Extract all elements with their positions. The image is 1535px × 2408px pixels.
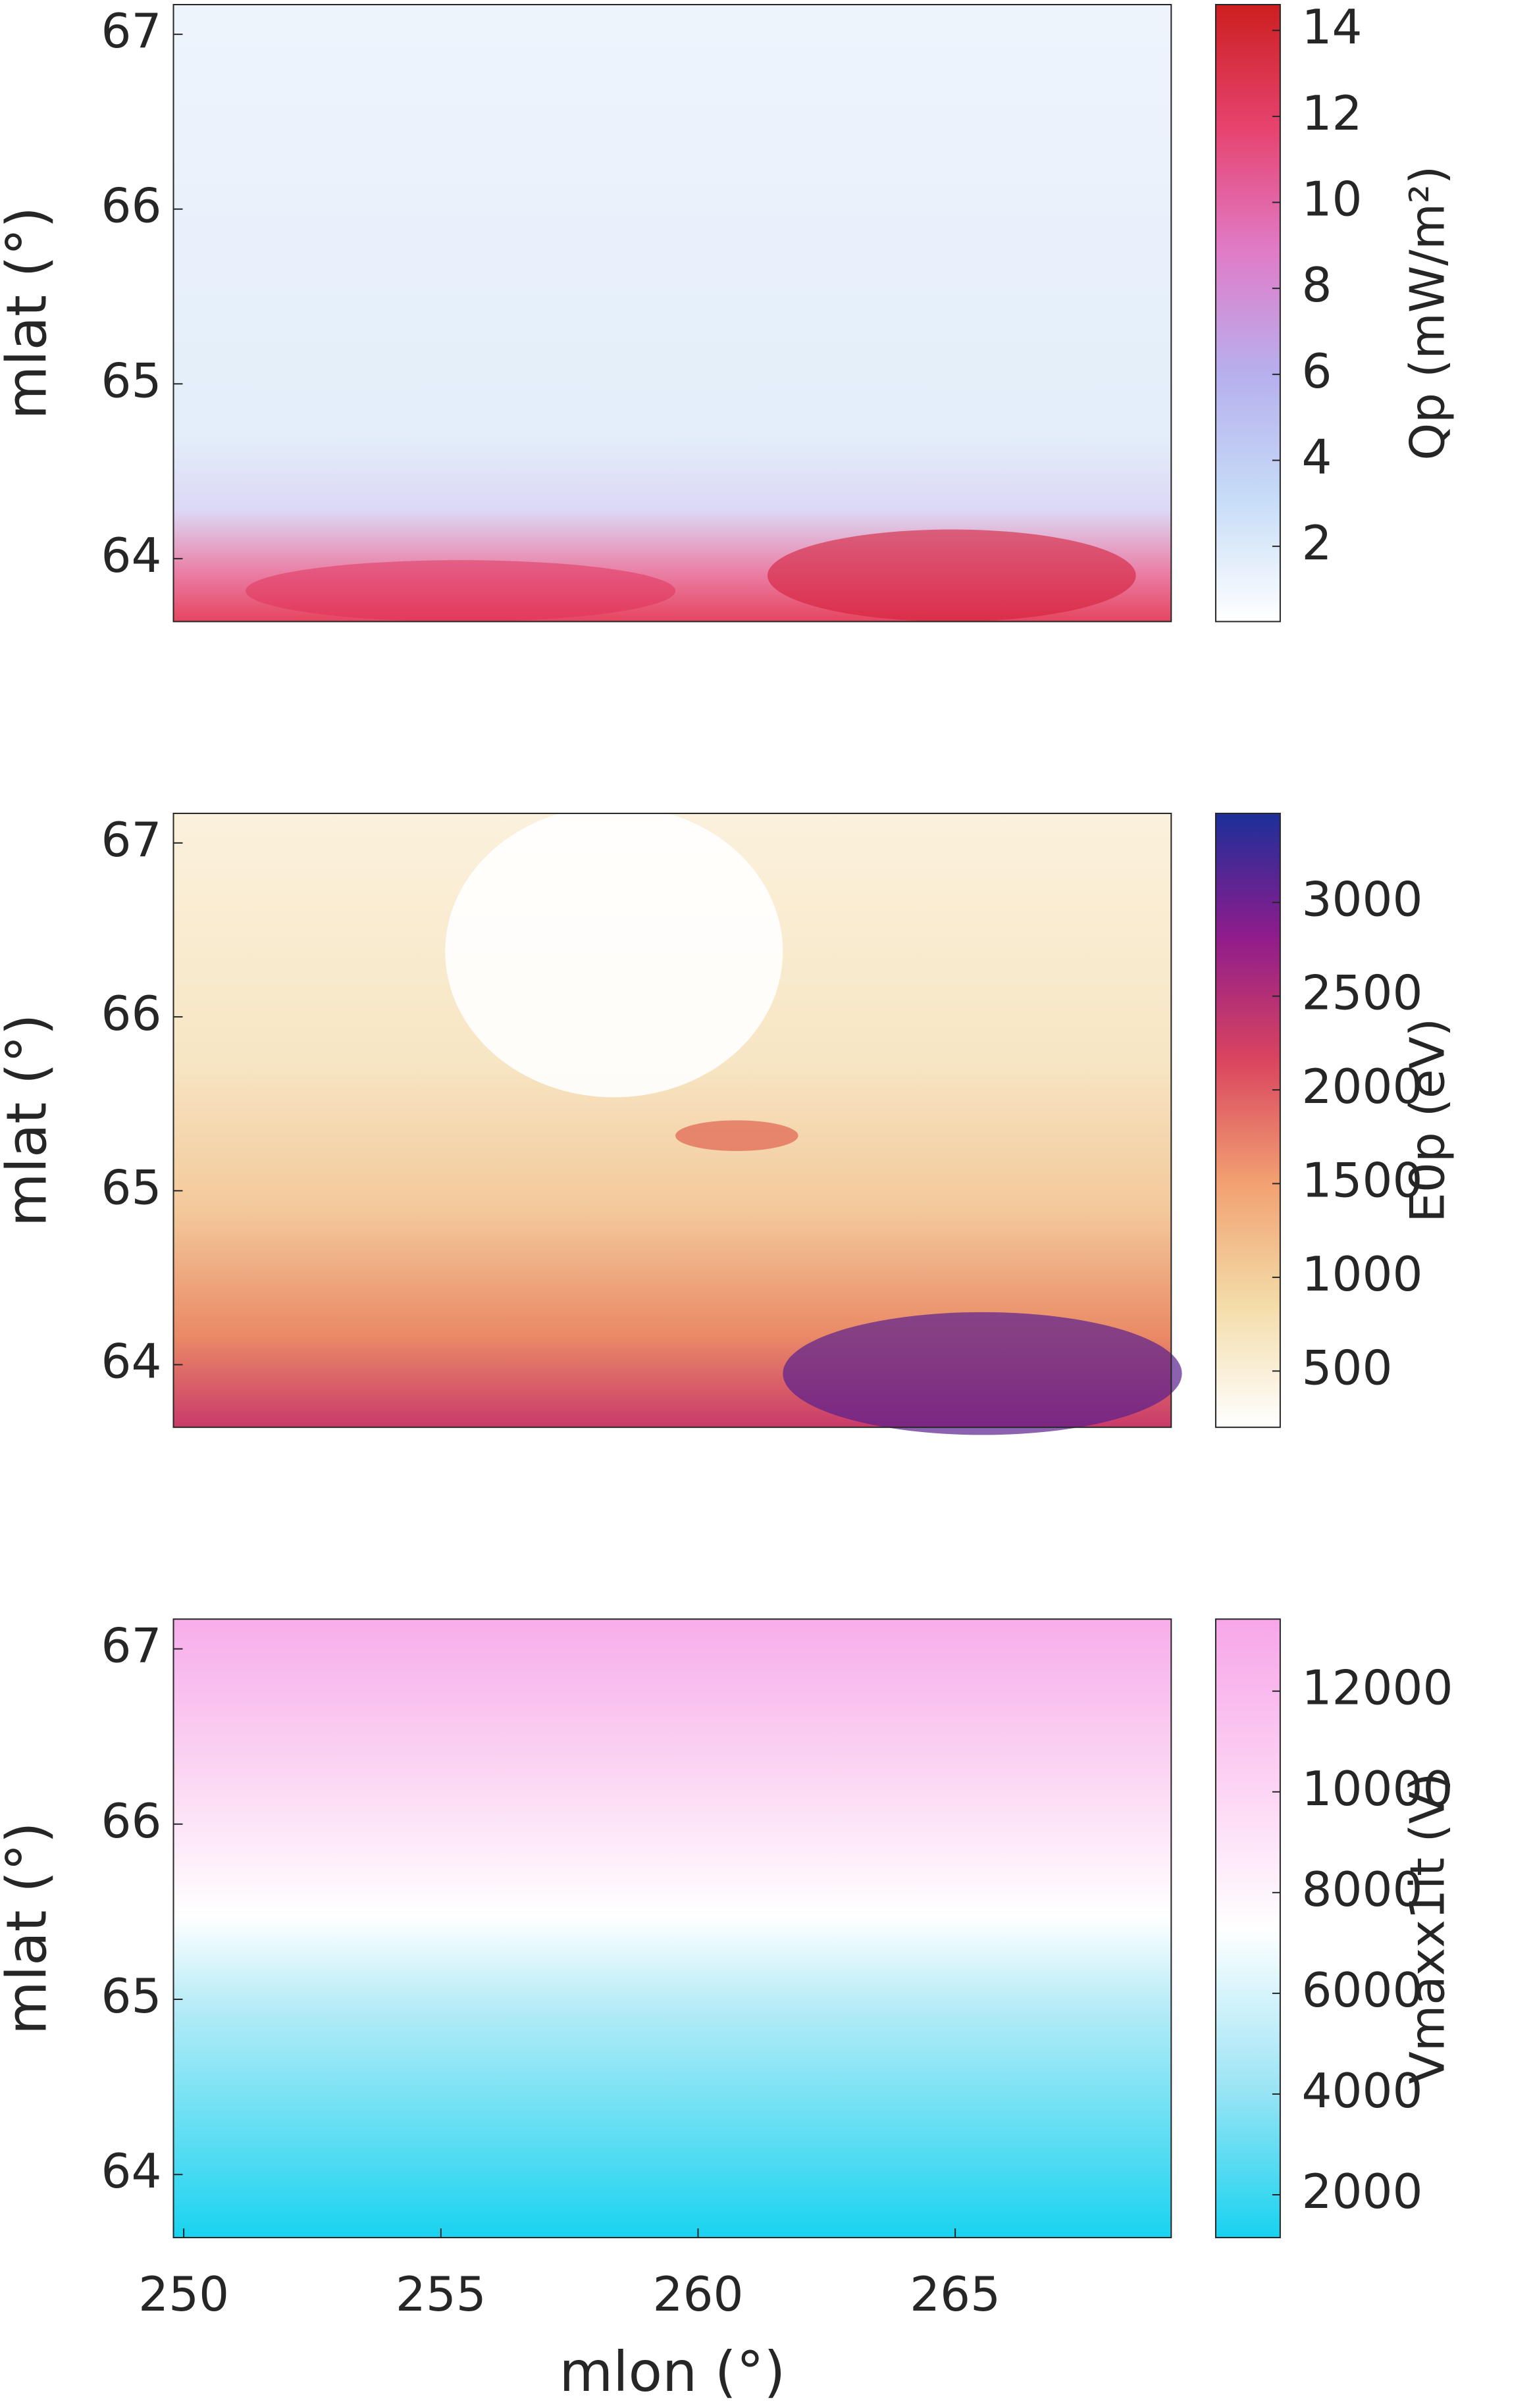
colorbar-tick-label: 8 (1302, 258, 1332, 313)
y-tick-label: 66 (101, 179, 162, 234)
colorbar-tick-label: 2500 (1302, 966, 1423, 1021)
colorbar-tick-label: 10000 (1302, 1762, 1453, 1817)
y-tick-label: 67 (101, 1619, 162, 1674)
y-tick-label: 65 (101, 1160, 162, 1216)
x-tick-label: 250 (138, 2267, 229, 2322)
colorbar-tick-label: 4000 (1302, 2064, 1423, 2119)
y-tick-label: 65 (101, 353, 162, 409)
x-tick-label: 260 (652, 2267, 743, 2322)
heatmap-field (173, 1619, 1172, 2238)
colorbar-tick-label: 500 (1302, 1341, 1393, 1396)
colorbar (1214, 1618, 1281, 2239)
heatmap-field (173, 4, 1172, 622)
heatmap-region (783, 1312, 1182, 1435)
colorbar (1214, 3, 1281, 623)
colorbar-tick-label: 6000 (1302, 1963, 1423, 2018)
colorbar-tick-label: 14 (1302, 0, 1363, 55)
y-tick-label: 67 (101, 4, 162, 59)
colorbar-tick-label: 2000 (1302, 1060, 1423, 1115)
y-tick-label: 66 (101, 1794, 162, 1849)
y-tick-label: 64 (101, 528, 162, 584)
x-tick-label: 255 (396, 2267, 486, 2322)
colorbar-tick-label: 2000 (1302, 2165, 1423, 2220)
y-tick-label: 65 (101, 1969, 162, 2024)
colorbar-label: Qp (mW/m²) (1400, 166, 1455, 461)
x-axis-label: mlon (°) (559, 2340, 786, 2404)
y-tick-label: 64 (101, 2144, 162, 2199)
y-tick-label: 64 (101, 1335, 162, 1390)
colorbar-tick-label: 8000 (1302, 1862, 1423, 1918)
plot-frame (172, 1618, 1172, 2239)
colorbar-label: E0p (eV) (1400, 1018, 1455, 1223)
plot-frame (172, 812, 1172, 1428)
heatmap-region (246, 560, 676, 622)
x-tick-label: 265 (910, 2267, 1001, 2322)
colorbar (1214, 812, 1281, 1428)
colorbar-tick-label: 4 (1302, 430, 1332, 485)
y-axis-label: mlat (°) (0, 1822, 59, 2035)
colorbar-tick-label: 1500 (1302, 1154, 1423, 1209)
colorbar-tick-label: 6 (1302, 344, 1332, 399)
y-axis-label: mlat (°) (0, 1014, 59, 1227)
colorbar-tick-label: 2 (1302, 516, 1332, 571)
y-axis-label: mlat (°) (0, 207, 59, 420)
colorbar-tick-label: 12000 (1302, 1661, 1453, 1716)
colorbar-tick-label: 12 (1302, 86, 1363, 141)
heatmap-region (768, 529, 1136, 622)
y-tick-label: 67 (101, 813, 162, 868)
heatmap-region (445, 806, 783, 1098)
colorbar-label: Vmaxx1it (V) (1400, 1773, 1455, 2084)
colorbar-tick-label: 3000 (1302, 872, 1423, 927)
heatmap-region (675, 1120, 798, 1152)
colorbar-tick-label: 1000 (1302, 1247, 1423, 1302)
colorbar-tick-label: 10 (1302, 172, 1363, 228)
plot-frame (172, 3, 1172, 623)
y-tick-label: 66 (101, 986, 162, 1042)
